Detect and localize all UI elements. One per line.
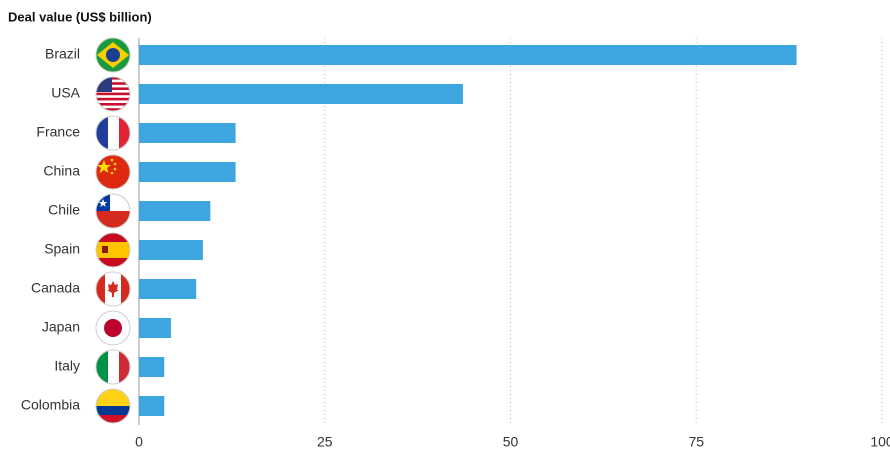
x-tick-label: 50 — [503, 434, 519, 450]
x-tick-label: 100 — [870, 434, 890, 450]
flag-icon — [95, 310, 131, 346]
bar — [139, 357, 165, 377]
chart-title: Deal value (US$ billion) — [8, 9, 152, 24]
flag-icon — [95, 37, 131, 73]
bar — [139, 318, 171, 338]
bar — [139, 279, 197, 299]
flag-icon — [95, 193, 131, 229]
y-tick-label: Brazil — [45, 46, 80, 62]
y-tick-label: USA — [51, 85, 80, 101]
bar — [139, 240, 203, 260]
bar — [139, 123, 236, 143]
y-tick-label: Italy — [54, 358, 80, 374]
bar — [139, 45, 797, 65]
x-tick-label: 0 — [135, 434, 143, 450]
y-tick-label: Canada — [31, 280, 80, 296]
bar — [139, 84, 463, 104]
flag-icon — [95, 115, 131, 151]
flags — [95, 37, 131, 424]
y-tick-label: France — [36, 124, 80, 140]
bar — [139, 396, 165, 416]
x-tick-label: 75 — [688, 434, 704, 450]
flag-icon — [95, 388, 131, 424]
y-tick-label: Japan — [42, 319, 80, 335]
y-tick-label: China — [43, 163, 80, 179]
flag-icon — [95, 76, 131, 112]
x-tick-label: 25 — [317, 434, 333, 450]
bar — [139, 162, 236, 182]
flag-icon — [95, 154, 131, 190]
flag-icon — [95, 349, 131, 385]
y-tick-label: Colombia — [21, 397, 80, 413]
y-tick-label: Chile — [48, 202, 80, 218]
flag-icon — [95, 271, 131, 307]
bar — [139, 201, 211, 221]
y-tick-label: Spain — [44, 241, 80, 257]
flag-icon — [95, 232, 131, 268]
